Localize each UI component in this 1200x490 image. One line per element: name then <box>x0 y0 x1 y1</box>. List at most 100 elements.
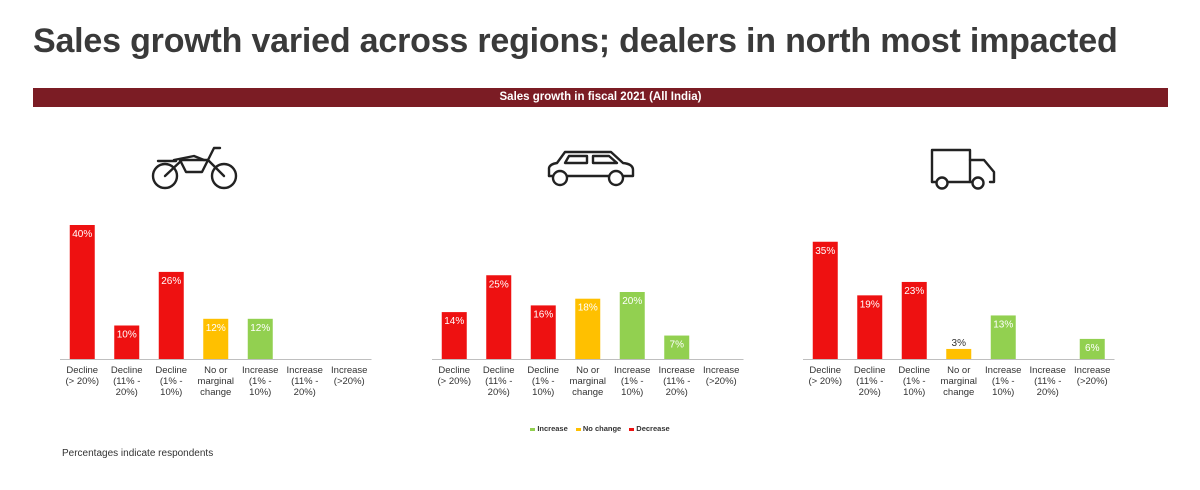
category-label: 20%) <box>294 387 316 398</box>
bar <box>441 312 467 359</box>
category-label: No or <box>576 365 599 376</box>
category-label: 10%) <box>532 387 554 398</box>
category-label: marginal <box>198 376 234 387</box>
bar <box>575 298 601 359</box>
bar <box>203 318 229 359</box>
data-label: 18% <box>578 303 598 314</box>
category-label: 10%) <box>621 387 643 398</box>
category-label: 10%) <box>903 387 925 398</box>
section-banner: Sales growth in fiscal 2021 (All India) <box>33 88 1168 107</box>
data-label: 6% <box>1085 343 1100 354</box>
data-label: 3% <box>952 338 967 349</box>
bar <box>530 305 556 359</box>
category-label: (1% - <box>903 376 926 387</box>
category-label: Increase <box>614 365 650 376</box>
truck-icon <box>930 148 996 190</box>
legend-item-no-change: No change <box>575 424 621 433</box>
category-label: (>20%) <box>334 376 365 387</box>
bar <box>69 225 95 359</box>
category-label: (11% - <box>485 376 512 387</box>
category-label: (11% - <box>113 376 140 387</box>
bar <box>158 271 184 359</box>
bar <box>247 318 273 359</box>
category-label: 10%) <box>249 387 271 398</box>
data-label: 20% <box>622 296 642 307</box>
data-label: 16% <box>533 309 553 320</box>
category-label: 20%) <box>488 387 510 398</box>
category-label: Increase <box>1030 365 1066 376</box>
data-label: 13% <box>993 319 1013 330</box>
category-label: 10%) <box>992 387 1014 398</box>
category-label: Decline <box>854 365 886 376</box>
page-title: Sales growth varied across regions; deal… <box>33 22 1118 60</box>
bar <box>901 281 927 359</box>
category-label: No or <box>947 365 970 376</box>
category-label: 20%) <box>666 387 688 398</box>
category-label: Increase <box>1074 365 1110 376</box>
category-label: (11% - <box>1034 376 1061 387</box>
category-label: (1% - <box>621 376 644 387</box>
legend-item-increase: Increase <box>530 424 568 433</box>
category-label: 10%) <box>160 387 182 398</box>
bar <box>114 325 140 359</box>
category-label: (11% - <box>856 376 883 387</box>
data-label: 14% <box>444 316 464 327</box>
category-label: (11% - <box>291 376 318 387</box>
data-label: 35% <box>815 246 835 257</box>
category-label: Decline <box>898 365 930 376</box>
bar <box>812 241 838 359</box>
legend-label-increase: Increase <box>537 424 568 433</box>
category-label: (1% - <box>249 376 272 387</box>
legend-label-decrease: Decrease <box>636 424 670 433</box>
data-label: 19% <box>860 299 880 310</box>
category-label: (>20%) <box>706 376 737 387</box>
category-label: (> 20%) <box>437 376 471 387</box>
category-label: Decline <box>66 365 98 376</box>
category-label: Decline <box>483 365 515 376</box>
legend-swatch-no-change <box>575 427 581 431</box>
data-label: 10% <box>117 330 137 341</box>
bar <box>664 335 690 359</box>
category-label: Decline <box>438 365 470 376</box>
bar <box>946 348 972 359</box>
data-label: 23% <box>904 286 924 297</box>
bar <box>1079 338 1105 359</box>
category-label: marginal <box>570 376 606 387</box>
category-label: Increase <box>659 365 695 376</box>
category-label: (> 20%) <box>808 376 842 387</box>
category-label: 20%) <box>116 387 138 398</box>
category-label: change <box>943 387 974 398</box>
category-label: Increase <box>985 365 1021 376</box>
legend-swatch-decrease <box>629 427 635 431</box>
category-label: Decline <box>527 365 559 376</box>
category-label: marginal <box>941 376 977 387</box>
category-label: Increase <box>287 365 323 376</box>
motorcycle-icon <box>151 146 238 190</box>
chart-1: 40%Decline(> 20%)10%Decline(11% -20%)26%… <box>60 225 372 398</box>
category-label: change <box>200 387 231 398</box>
bar <box>857 295 883 359</box>
category-label: Decline <box>111 365 143 376</box>
bar <box>990 315 1016 359</box>
category-label: (1% - <box>160 376 183 387</box>
data-label: 26% <box>161 276 181 287</box>
chart-3: 35%Decline(> 20%)19%Decline(11% -20%)23%… <box>803 241 1115 398</box>
category-label: (1% - <box>532 376 555 387</box>
data-label: 12% <box>206 323 226 334</box>
legend-swatch-increase <box>530 427 536 431</box>
category-label: (1% - <box>992 376 1015 387</box>
category-label: (> 20%) <box>65 376 99 387</box>
category-label: Decline <box>809 365 841 376</box>
category-label: Decline <box>155 365 187 376</box>
category-label: Increase <box>703 365 739 376</box>
footnote: Percentages indicate respondents <box>62 448 214 459</box>
chart-2: 14%Decline(> 20%)25%Decline(11% -20%)16%… <box>432 275 744 398</box>
category-label: change <box>572 387 603 398</box>
data-label: 12% <box>250 323 270 334</box>
category-label: 20%) <box>859 387 881 398</box>
category-label: (11% - <box>663 376 690 387</box>
category-label: 20%) <box>1037 387 1059 398</box>
bar <box>486 275 512 359</box>
category-label: Increase <box>242 365 278 376</box>
